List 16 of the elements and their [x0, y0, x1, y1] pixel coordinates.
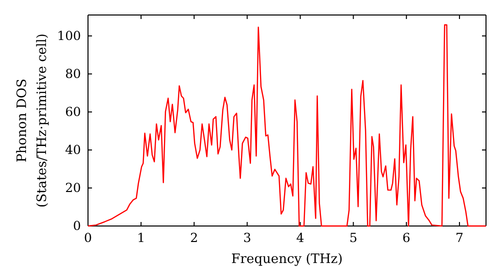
- y-tick-label: 20: [65, 180, 82, 195]
- x-tick-label: 2: [190, 230, 198, 245]
- x-tick-label: 1: [137, 230, 146, 245]
- y-tick-label: 0: [73, 218, 82, 233]
- y-axis-title: Phonon DOS (States/THz·primitive cell): [15, 33, 50, 208]
- x-axis-title: Frequency (THz): [231, 252, 343, 267]
- y-tick-label: 40: [65, 142, 82, 157]
- y-tick-label: 60: [65, 104, 82, 119]
- y-tick-label: 80: [65, 66, 82, 81]
- y-tick-label: 100: [57, 28, 82, 43]
- x-tick-label: 7: [455, 230, 464, 245]
- x-tick-label: 3: [243, 230, 252, 245]
- x-tick-label: 6: [402, 230, 410, 245]
- x-tick-label: 0: [84, 230, 92, 245]
- x-tick-label: 5: [349, 230, 358, 245]
- x-tick-label: 4: [296, 230, 304, 245]
